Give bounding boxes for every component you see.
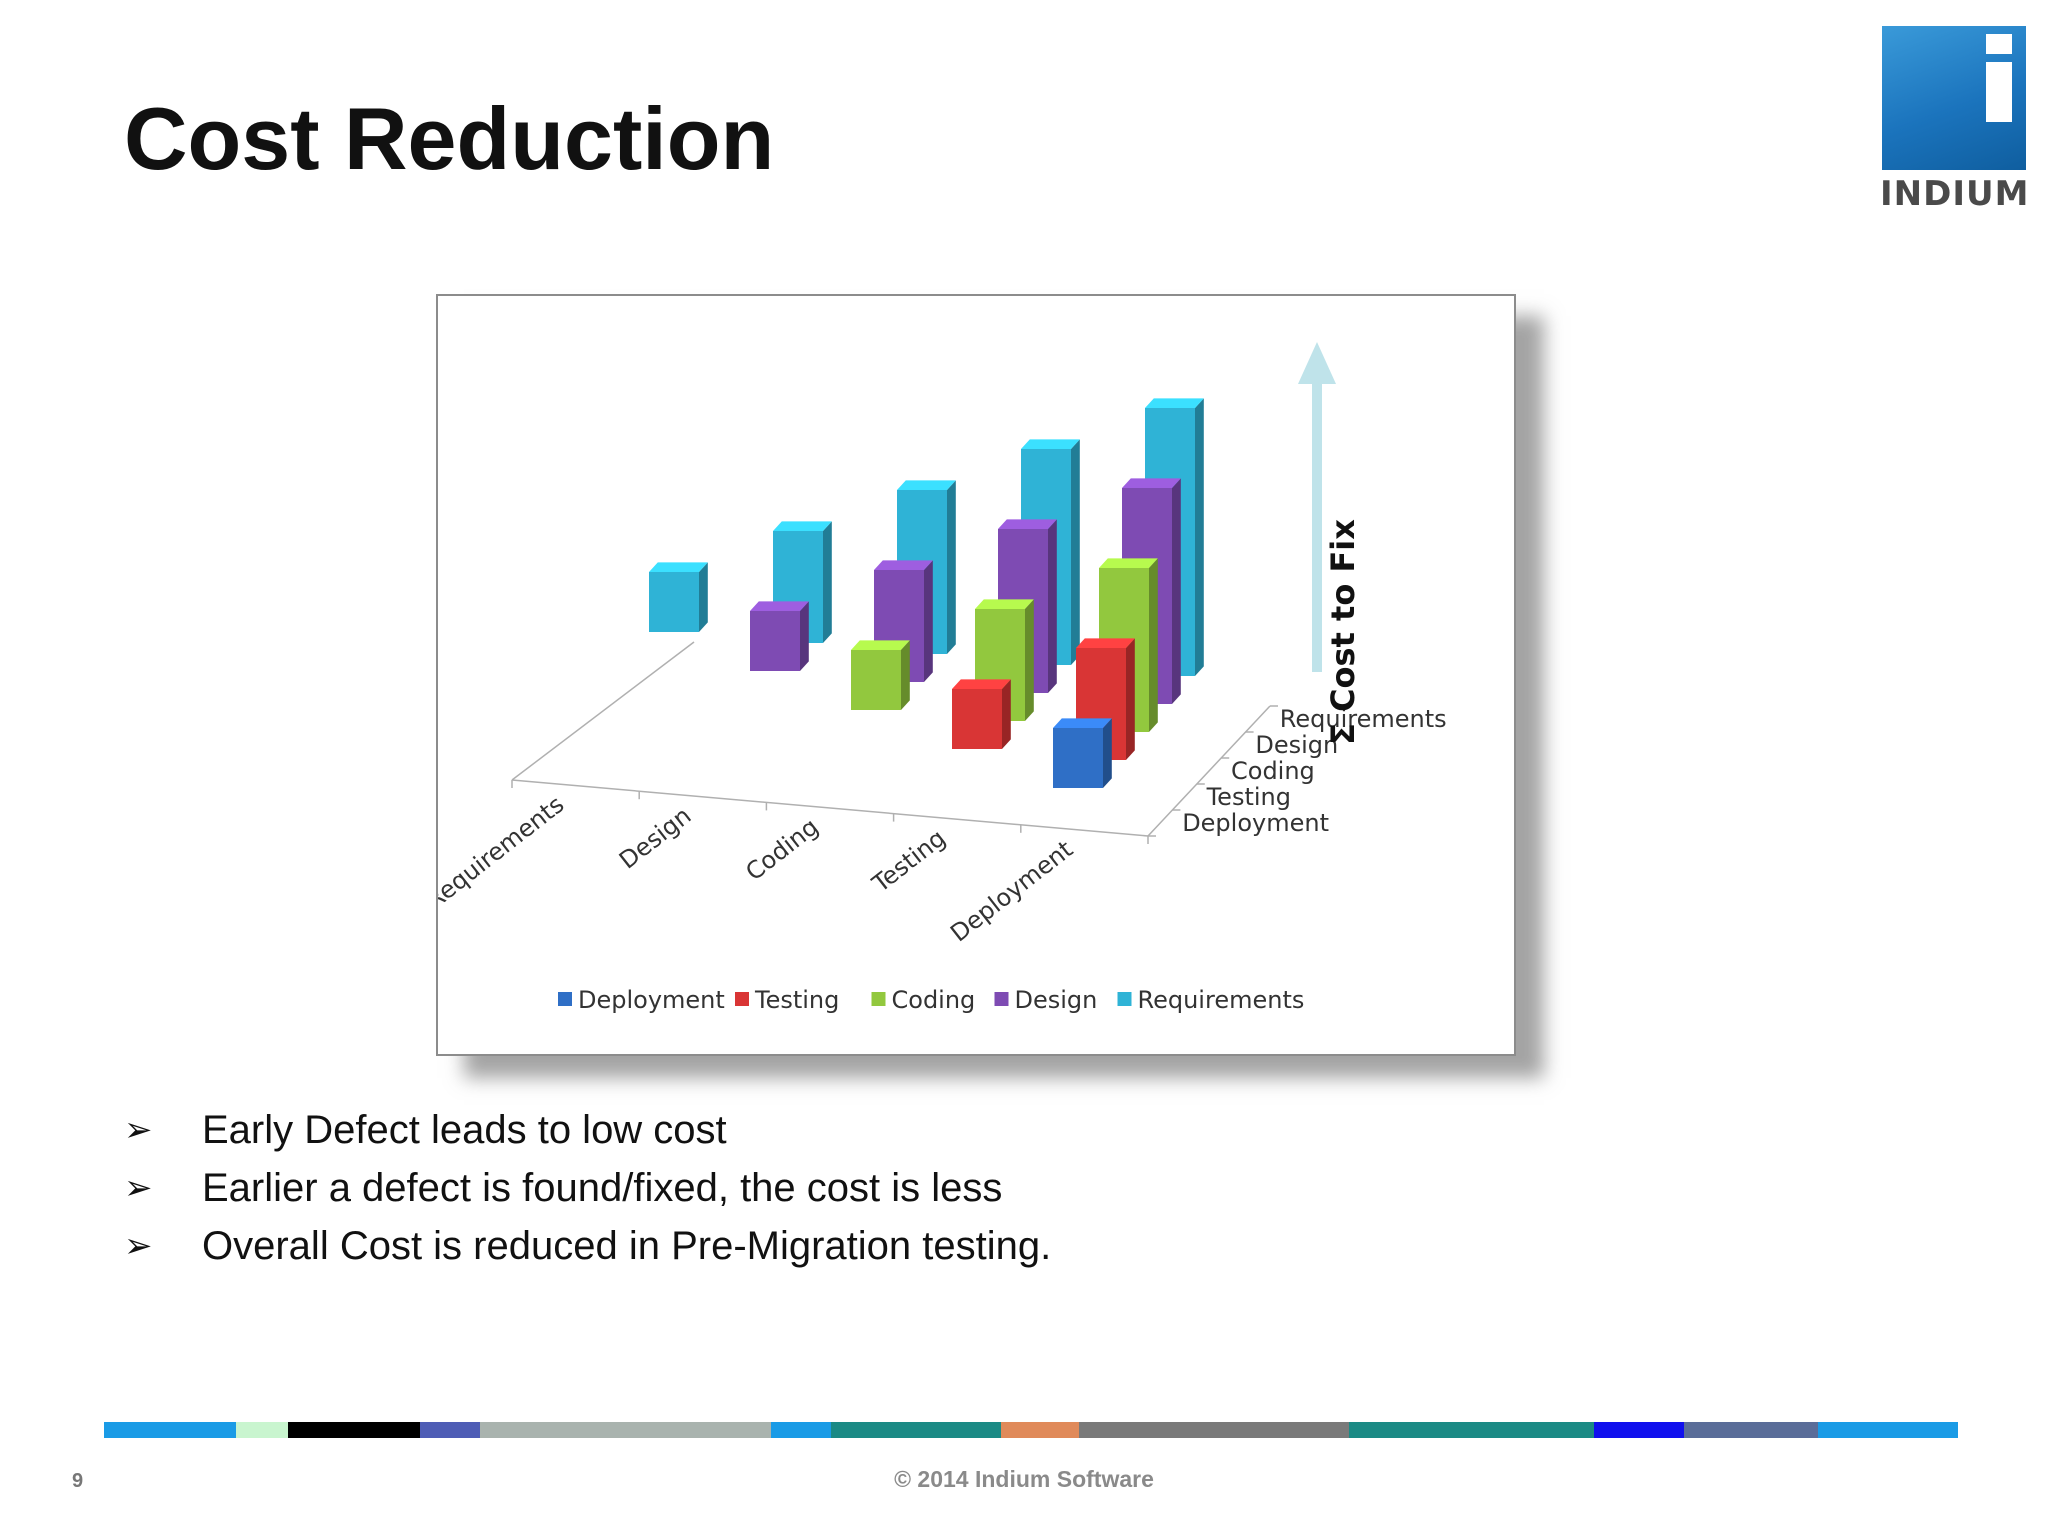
axis-title: Σ Cost to Fix xyxy=(1324,519,1362,745)
arrow-up-icon xyxy=(1298,342,1336,384)
depth-tick-label: Deployment xyxy=(1182,809,1329,837)
bar-side-testing xyxy=(1126,638,1135,760)
legend-swatch xyxy=(735,992,749,1006)
x-tick-label: Coding xyxy=(740,813,823,887)
bar-top-requirements xyxy=(897,480,956,490)
legend-label: Deployment xyxy=(578,986,725,1014)
legend-label: Design xyxy=(1015,986,1098,1014)
legend-label: Requirements xyxy=(1138,986,1305,1014)
bar-top-design xyxy=(1122,478,1181,488)
legend-swatch xyxy=(1117,992,1132,1006)
bar-top-requirements xyxy=(1021,439,1080,449)
bar-top-coding xyxy=(851,640,910,650)
bar-side-requirements xyxy=(823,521,832,643)
bar-top-coding xyxy=(1099,558,1158,568)
strip-segment xyxy=(104,1422,237,1438)
strip-segment xyxy=(830,1422,1001,1438)
bar-side-coding xyxy=(1149,558,1158,732)
bullet-text: Early Defect leads to low cost xyxy=(202,1108,727,1152)
bar-top-requirements xyxy=(773,521,832,531)
bar-top-coding xyxy=(975,599,1034,609)
legend-label: Testing xyxy=(754,986,839,1014)
bar-side-requirements xyxy=(1195,398,1204,676)
bar-front-design xyxy=(750,611,800,671)
floor-front-edge xyxy=(511,779,1149,837)
floor-right-edge xyxy=(1147,705,1271,837)
arrow-bullet-icon: ➢ xyxy=(124,1111,153,1149)
logo-text: INDIUM xyxy=(1880,174,2030,214)
depth-tick-label: Testing xyxy=(1206,783,1291,811)
strip-segment xyxy=(1000,1422,1080,1438)
bar-top-design xyxy=(998,519,1057,529)
bullet-text: Overall Cost is reduced in Pre-Migration… xyxy=(202,1224,1052,1268)
bar-top-testing xyxy=(952,679,1011,689)
bar-top-requirements xyxy=(1145,398,1204,408)
bar-top-design xyxy=(750,601,809,611)
bar-top-requirements xyxy=(649,562,708,572)
strip-segment xyxy=(480,1422,771,1438)
x-tick-label: Deployment xyxy=(945,835,1078,947)
x-tick-label: Requirements xyxy=(438,790,569,915)
strip-segment xyxy=(420,1422,481,1438)
depth-tick-label: Requirements xyxy=(1280,705,1447,733)
legend-swatch xyxy=(558,992,572,1006)
cost-chart: Requirements Design Coding TestingDeploymen… xyxy=(438,342,1447,1014)
indium-logo: INDIUM xyxy=(1880,26,2028,214)
depth-tick-label: Design xyxy=(1255,731,1338,759)
arrow-bullet-icon: ➢ xyxy=(124,1227,153,1265)
page-number: 9 xyxy=(72,1470,84,1492)
arrow-bullet-icon: ➢ xyxy=(124,1169,153,1207)
bullet-text: Earlier a defect is found/fixed, the cos… xyxy=(202,1166,1003,1210)
x-tick-label: Testing xyxy=(866,824,951,899)
color-strip xyxy=(104,1422,1958,1438)
strip-segment xyxy=(770,1422,831,1438)
bar-front-coding xyxy=(851,650,901,710)
bar-side-design xyxy=(1172,478,1181,704)
legend-swatch xyxy=(994,992,1009,1006)
legend-swatch xyxy=(871,992,886,1006)
strip-segment xyxy=(1683,1422,1818,1438)
chart-frame: Requirements Design Coding Testing Deploymen… xyxy=(436,294,1516,1056)
bar-side-deployment xyxy=(1103,718,1112,788)
strip-segment xyxy=(1593,1422,1684,1438)
logo-i-dot xyxy=(1986,34,2012,54)
bar-side-design xyxy=(1048,519,1057,693)
legend-label: Coding xyxy=(892,986,976,1014)
bar-side-design xyxy=(800,601,809,671)
strip-segment xyxy=(236,1422,289,1438)
bar-front-deployment xyxy=(1053,728,1103,788)
bar-side-requirements xyxy=(947,480,956,654)
strip-segment xyxy=(1817,1422,1958,1438)
bar-top-deployment xyxy=(1053,718,1112,728)
x-tick-label: Design xyxy=(614,801,697,874)
logo-i-bar xyxy=(1986,62,2012,122)
bar-front-requirements xyxy=(649,572,699,632)
strip-segment xyxy=(288,1422,421,1438)
strip-segment xyxy=(1079,1422,1350,1438)
bar-side-coding xyxy=(901,640,910,710)
bar-top-design xyxy=(874,560,933,570)
bar-side-coding xyxy=(1025,599,1034,721)
bar-side-requirements xyxy=(1071,439,1080,665)
floor-back-edge xyxy=(511,641,695,781)
bar-top-testing xyxy=(1076,638,1135,648)
depth-tick-label: Coding xyxy=(1231,757,1315,785)
bar-front-testing xyxy=(952,689,1002,749)
logo-square-icon xyxy=(1882,26,2026,170)
bar-side-testing xyxy=(1002,679,1011,749)
footer-copyright: © 2014 Indium Software xyxy=(894,1466,1154,1492)
bar-side-requirements xyxy=(699,562,708,632)
arrow-shaft xyxy=(1312,380,1322,672)
bar-side-design xyxy=(924,560,933,682)
strip-segment xyxy=(1349,1422,1594,1438)
slide-title: Cost Reduction xyxy=(124,89,775,188)
